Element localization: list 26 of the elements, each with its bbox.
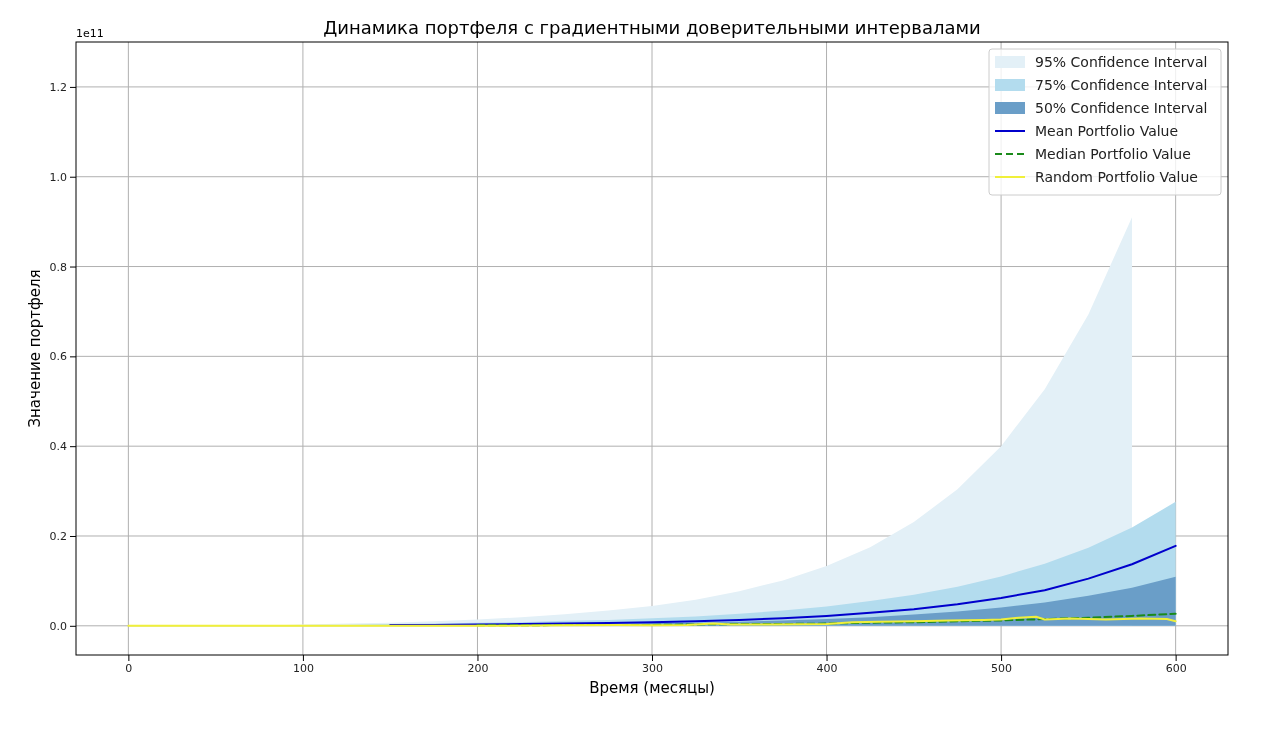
y-tick-label: 0.4 [49,440,67,454]
legend-label: 75% Confidence Interval [1035,77,1208,93]
x-tick-label: 600 [1165,661,1187,675]
y-tick-label: 0.6 [49,350,67,364]
chart-title: Динамика портфеля с градиентными доверительными интервалами [323,17,981,38]
y-tick-label: 0.8 [49,260,67,274]
legend-label: Median Portfolio Value [1035,146,1191,162]
y-axis-title: Значение портфеля [26,269,44,428]
line-series [389,544,1177,626]
x-tick-label: 300 [642,661,663,675]
y-tick-label: 0.0 [49,619,67,633]
y-tick-label: 1.0 [49,170,67,184]
x-tick-label: 200 [467,661,489,675]
legend-label: Random Portfolio Value [1035,169,1198,185]
x-axis-title: Время (месяцы) [589,679,715,697]
line-series [127,615,1177,627]
legend-label: 50% Confidence Interval [1035,100,1208,116]
legend-label: 95% Confidence Interval [1035,54,1208,70]
x-tick-label: 500 [991,661,1013,675]
y-tick-label: 1.2 [49,80,67,94]
y-tick-label: 0.2 [49,530,67,544]
legend-label: Mean Portfolio Value [1035,123,1179,139]
x-tick-label: 100 [292,661,314,675]
x-tick-label: 400 [816,661,838,675]
x-tick-label: 0 [125,661,133,675]
text: 1e11 [76,27,104,40]
